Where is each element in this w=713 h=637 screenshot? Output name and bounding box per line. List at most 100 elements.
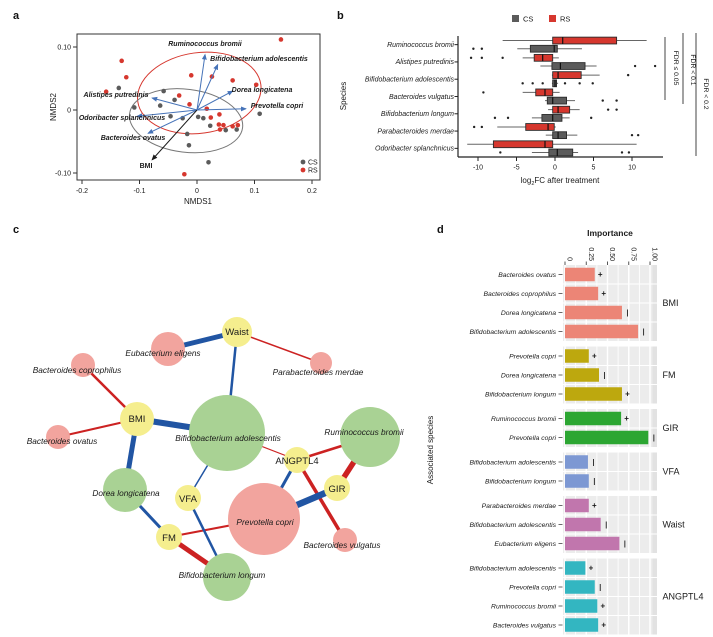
box-row-ruminococcus-bromii: Ruminococcus bromii <box>387 36 647 53</box>
direction-marker: + <box>601 289 606 298</box>
species-label: Bifidobacterium adolescentis <box>469 565 556 572</box>
importance-bar <box>565 411 622 426</box>
confidence-ellipse-rs <box>137 51 262 135</box>
direction-marker: | <box>626 310 628 317</box>
node-gir <box>324 475 350 501</box>
species-label: Bifidobacterium longum <box>485 391 556 398</box>
node-vulgatus <box>333 528 357 552</box>
y-tick-label: -0.10 <box>55 171 71 178</box>
group-angptl4: Bifidobacterium adolescentis + Prevotella … <box>469 558 704 635</box>
importance-bar <box>565 305 622 320</box>
vector-label: Prevotella copri <box>251 103 305 110</box>
node-label-bmi: BMI <box>129 414 146 425</box>
species-label: Dorea longicatena <box>501 372 556 379</box>
x-tick-label: 1.00 <box>651 247 658 261</box>
species-label: Bifidobacterium adolescentis <box>469 459 556 466</box>
species-label: Prevotella copri <box>509 353 556 360</box>
species-label: Prevotella copri <box>509 584 556 591</box>
group-waist: Parabacteroides merdae + Bifidobacterium a… <box>469 496 685 553</box>
vector-arrow <box>196 53 207 111</box>
y-axis-title: Associated species <box>426 416 435 484</box>
group-ellipses <box>128 51 262 154</box>
node-label-dorea: Dorea longicatena <box>92 488 160 498</box>
importance-bar <box>565 286 599 301</box>
importance-bar <box>565 387 622 401</box>
x-tick-label: 5 <box>592 165 596 172</box>
y-tick-label: 0.10 <box>57 45 71 52</box>
y-tick-label: 0 <box>67 108 71 115</box>
species-label: Ruminococcus bromii <box>491 416 556 423</box>
group-vfa: Bifidobacterium adolescentis | Bifidobacte… <box>469 452 680 491</box>
x-tick-label: 0.50 <box>608 247 615 261</box>
importance-bar <box>565 599 598 613</box>
x-tick-label: 0 <box>553 165 557 172</box>
importance-bar <box>565 455 588 469</box>
vector-label: Bifidobacterium adolescentis <box>210 56 308 63</box>
x-axis-title: NMDS1 <box>184 197 213 206</box>
panel-label-b: b <box>337 10 344 22</box>
fdr-label: FDR < 0.2 <box>702 78 709 109</box>
importance-bar <box>565 618 599 632</box>
panel-label-d: d <box>437 224 444 236</box>
direction-marker: + <box>592 501 597 510</box>
vector-arrow <box>151 109 198 161</box>
x-axis-title: log2FC after treatment <box>521 176 600 187</box>
points-rs <box>103 37 284 177</box>
node-label-merdae: Parabacteroides merdae <box>273 367 364 377</box>
group-bmi: Bacteroides ovatus + Bacteroides coprophil… <box>469 265 679 341</box>
species-label: Bifidobacterium longum <box>381 111 454 118</box>
group-label: FM <box>663 370 676 380</box>
species-label: Prevotella copri <box>509 435 556 442</box>
x-tick-label: 0 <box>566 257 573 261</box>
vector-arrow <box>196 106 247 112</box>
node-adolescentis <box>189 395 265 471</box>
x-tick-label: -0.1 <box>133 188 145 195</box>
node-longum <box>203 553 251 601</box>
group-gir: Ruminococcus bromii + Prevotella copri | GIR <box>491 409 679 447</box>
confidence-ellipse-cs <box>128 88 244 154</box>
importance-barchart: Importance 0 0.25 0.50 0.75 1.00 Associated sp… <box>426 228 704 635</box>
importance-bar <box>565 580 595 594</box>
species-label: Bacteroides vulgatus <box>389 94 454 101</box>
node-label-longum: Bifidobacterium longum <box>179 570 266 580</box>
species-vectors: Ruminococcus bromii Bifidobacterium adole… <box>79 41 308 170</box>
node-label-vulgatus: Bacteroides vulgatus <box>303 540 380 550</box>
group-label: BMI <box>663 298 679 308</box>
direction-marker: | <box>605 522 607 529</box>
importance-bar <box>565 324 639 339</box>
group-label: Waist <box>663 520 686 530</box>
y-axis-title: Species <box>339 82 348 110</box>
x-tick-label: 0 <box>195 188 199 195</box>
importance-bar <box>565 368 599 382</box>
node-label-vfa: VFA <box>179 494 198 505</box>
species-label: Bacteroides coprophilus <box>483 291 556 298</box>
direction-marker: | <box>599 585 601 592</box>
node-coprophilus <box>71 353 95 377</box>
direction-marker: | <box>593 479 595 486</box>
vector-arrow <box>147 109 198 134</box>
edge-angptl4-vulgatus <box>295 459 347 541</box>
importance-bar <box>565 498 589 513</box>
node-fm <box>156 524 182 550</box>
x-tick-label: 0.2 <box>307 188 317 195</box>
fdr-label: FDR < 0.1 <box>689 54 696 85</box>
group-label: ANGPTL4 <box>663 592 704 602</box>
node-bromii <box>340 407 400 467</box>
y-axis-title: NMDS2 <box>49 92 58 121</box>
species-label: Dorea longicatena <box>501 310 556 317</box>
box-row-odoribacter-splanchnicus: Odoribacter splanchnicus <box>375 140 637 157</box>
fdr-annotations: FDR ≤ 0.05 FDR < 0.1 FDR < 0.2 <box>664 33 709 156</box>
x-tick-label: 0.1 <box>250 188 260 195</box>
panel-label-a: a <box>13 10 20 22</box>
direction-marker: + <box>598 270 603 279</box>
direction-marker: + <box>624 414 629 423</box>
vector-arrow <box>196 90 234 111</box>
direction-marker: + <box>589 564 594 573</box>
box-row-alistipes-putredinis: Alistipes putredinis <box>395 53 657 70</box>
fdr-label: FDR ≤ 0.05 <box>672 51 679 86</box>
importance-bar <box>565 561 586 575</box>
node-ovatus <box>46 425 70 449</box>
